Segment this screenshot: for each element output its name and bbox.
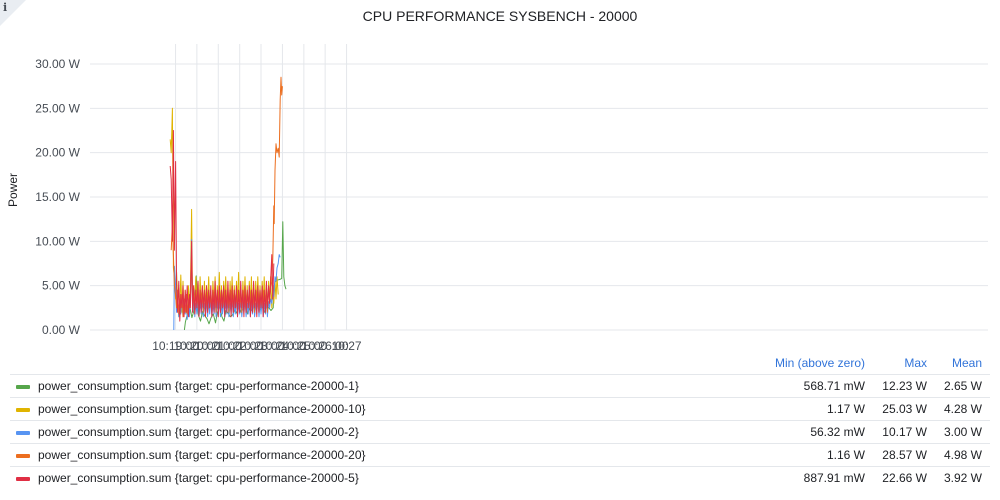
legend-series-name[interactable]: power_consumption.sum {target: cpu-perfo… [38, 379, 359, 393]
legend-max-value: 10.17 W [882, 425, 927, 439]
legend-swatch [16, 477, 30, 481]
legend-max-value: 12.23 W [882, 379, 927, 393]
series-lines [169, 76, 287, 331]
legend-header: Min (above zero) Max Mean [10, 352, 990, 374]
x-tick-label: 10:20:00 [174, 339, 221, 350]
legend-max-value: 22.66 W [882, 471, 927, 485]
y-tick-label: 5.00 W [42, 279, 81, 293]
legend-mean-value: 4.28 W [943, 402, 982, 416]
legend-swatch [16, 408, 30, 412]
x-tick-label: 10:24:00 [259, 339, 306, 350]
y-tick-label: 15.00 W [35, 190, 80, 204]
x-axis: 10:19:0010:20:0010:21:0010:22:0010:23:00… [152, 339, 362, 350]
chart-plot-area[interactable]: 0.00 W 5.00 W 10.00 W 15.00 W 20.00 W 25.00 W… [0, 0, 1000, 350]
chart-title: CPU PERFORMANCE SYSBENCH - 20000 [362, 8, 638, 24]
legend-table: Min (above zero) Max Mean power_consumpt… [10, 352, 990, 489]
info-icon[interactable]: i [3, 1, 8, 14]
legend-min-value: 56.32 mW [810, 425, 865, 439]
x-tick-label: 10:23:00 [238, 339, 285, 350]
legend-max-value: 25.03 W [882, 402, 927, 416]
x-tick-label: 10:26:00 [302, 339, 349, 350]
x-tick-label: 10:27 [332, 339, 362, 350]
y-axis-label: Power [6, 173, 20, 207]
y-tick-label: 20.00 W [35, 146, 80, 160]
y-tick-label: 0.00 W [42, 323, 81, 337]
legend-series-name[interactable]: power_consumption.sum {target: cpu-perfo… [38, 425, 359, 439]
legend-min-value: 1.16 W [826, 448, 865, 462]
legend-col-max[interactable]: Max [904, 356, 927, 370]
legend-swatch [16, 431, 30, 435]
info-corner[interactable] [0, 0, 26, 26]
legend-mean-value: 3.00 W [943, 425, 982, 439]
legend-max-value: 28.57 W [882, 448, 927, 462]
legend-item[interactable]: power_consumption.sum {target: cpu-perfo… [10, 443, 990, 466]
legend-min-value: 887.91 mW [803, 471, 865, 485]
legend-mean-value: 3.92 W [943, 471, 982, 485]
x-tick-label: 10:22:00 [216, 339, 263, 350]
legend-mean-value: 4.98 W [943, 448, 982, 462]
x-tick-label: 10:21:00 [195, 339, 242, 350]
y-tick-label: 30.00 W [35, 57, 80, 71]
legend-item[interactable]: power_consumption.sum {target: cpu-perfo… [10, 374, 990, 397]
legend-item[interactable]: power_consumption.sum {target: cpu-perfo… [10, 466, 990, 489]
legend-mean-value: 2.65 W [943, 379, 982, 393]
legend-min-value: 568.71 mW [803, 379, 865, 393]
legend-series-name[interactable]: power_consumption.sum {target: cpu-perfo… [38, 471, 359, 485]
chart-grid [90, 44, 988, 331]
series-line-5[interactable] [169, 130, 275, 322]
legend-item[interactable]: power_consumption.sum {target: cpu-perfo… [10, 397, 990, 420]
y-tick-label: 25.00 W [35, 101, 80, 115]
legend-min-value: 1.17 W [826, 402, 865, 416]
legend-col-mean[interactable]: Mean [951, 356, 982, 370]
y-axis: 0.00 W 5.00 W 10.00 W 15.00 W 20.00 W 25.00 W… [35, 57, 80, 337]
legend-swatch [16, 454, 30, 458]
legend-item[interactable]: power_consumption.sum {target: cpu-perfo… [10, 420, 990, 443]
legend-series-name[interactable]: power_consumption.sum {target: cpu-perfo… [38, 448, 366, 462]
x-tick-label: 10:25:00 [280, 339, 327, 350]
y-tick-label: 10.00 W [35, 234, 80, 248]
x-tick-label: 10:19:00 [152, 339, 199, 350]
legend-swatch [16, 385, 30, 389]
legend-series-name[interactable]: power_consumption.sum {target: cpu-perfo… [38, 402, 366, 416]
legend-col-min[interactable]: Min (above zero) [774, 356, 865, 370]
